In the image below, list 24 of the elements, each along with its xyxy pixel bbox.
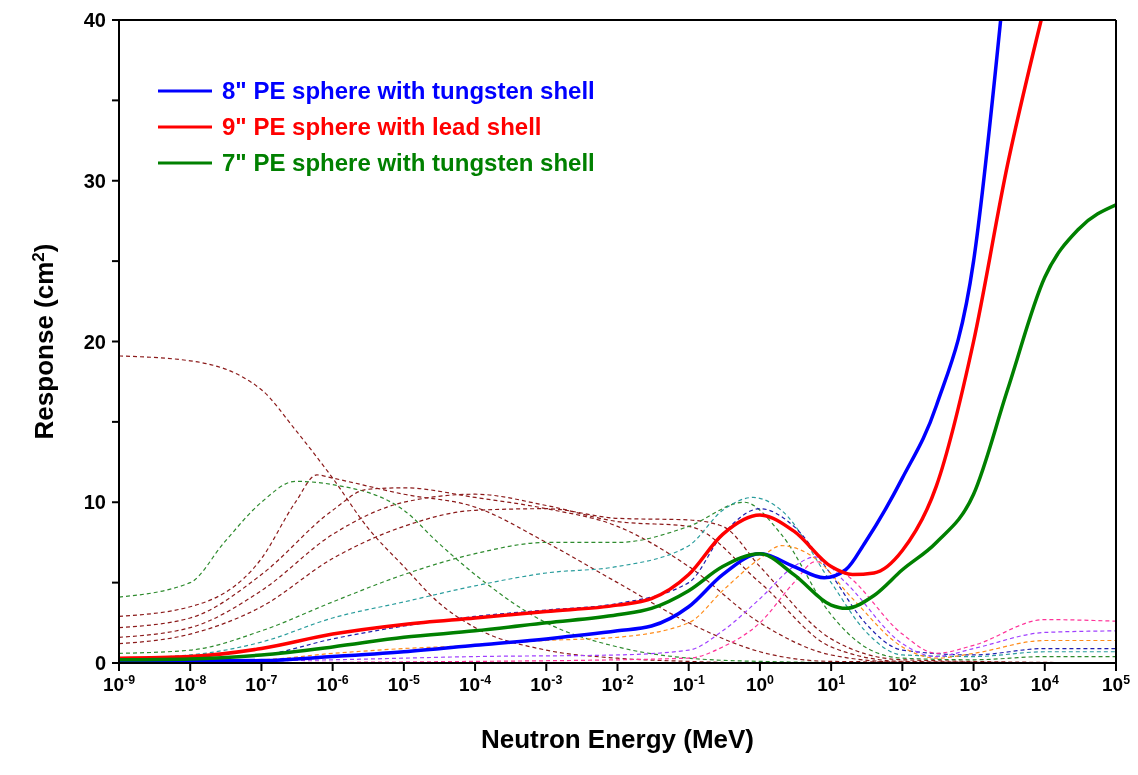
x-tick-label: 10$^{-9}$ xyxy=(102,673,136,695)
x-tick-label: 10$^{-8}$ xyxy=(174,673,207,695)
x-tick-label: 10$^{0}$ xyxy=(745,673,775,695)
x-tick-label: 10$^{4}$ xyxy=(1030,673,1059,695)
x-axis-title: Neutron Energy (MeV) xyxy=(480,724,755,754)
y-tick-label: 30 xyxy=(83,169,106,192)
x-tick-label: 10$^{-7}$ xyxy=(245,673,278,695)
x-tick-label: 10$^{3}$ xyxy=(959,673,988,695)
y-tick-label: 20 xyxy=(83,330,106,353)
x-tick-label: 10$^{5}$ xyxy=(1101,673,1131,695)
x-tick-label: 10$^{2}$ xyxy=(888,673,917,695)
x-tick-label: 10$^{-6}$ xyxy=(316,673,349,695)
x-tick-label: 10$^{-1}$ xyxy=(672,673,705,695)
legend-label: 9" PE sphere with lead shell xyxy=(222,113,542,141)
y-tick-label: 40 xyxy=(83,9,106,31)
legend-label: 7" PE sphere with tungsten shell xyxy=(222,149,595,177)
y-tick-label: 10 xyxy=(83,491,106,514)
x-tick-label: 10$^{1}$ xyxy=(817,673,846,695)
x-tick-label: 10$^{-3}$ xyxy=(530,673,563,695)
legend-label: 8" PE sphere with tungsten shell xyxy=(222,77,595,105)
x-tick-label: 10$^{-2}$ xyxy=(601,673,634,695)
x-tick-label: 10$^{-4}$ xyxy=(459,673,492,695)
x-tick-label: 10$^{-5}$ xyxy=(387,673,421,695)
y-tick-label: 0 xyxy=(94,652,106,674)
